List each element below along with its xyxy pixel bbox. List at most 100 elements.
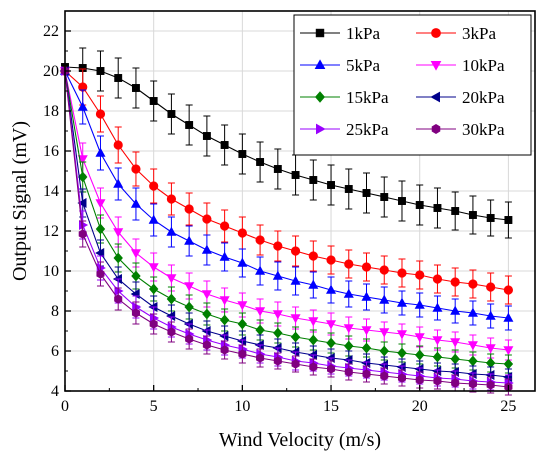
- data-point: [467, 341, 478, 351]
- legend-item: 30kPa: [416, 120, 505, 139]
- legend-item: 1kPa: [300, 24, 380, 43]
- data-point: [326, 255, 336, 265]
- data-point: [237, 228, 247, 238]
- legend-label: 1kPa: [346, 24, 380, 43]
- y-tick-label: 16: [43, 143, 59, 160]
- data-point: [451, 207, 460, 215]
- data-point: [113, 140, 123, 150]
- legend-label: 5kPa: [346, 56, 380, 75]
- data-point: [148, 263, 159, 273]
- data-point: [290, 275, 301, 285]
- data-point: [149, 97, 158, 105]
- data-point: [96, 269, 105, 279]
- data-point: [344, 185, 353, 193]
- data-point: [256, 158, 265, 166]
- data-point: [397, 373, 407, 383]
- data-point: [309, 176, 318, 184]
- data-point: [396, 330, 408, 340]
- data-point: [414, 363, 424, 375]
- data-point: [415, 270, 425, 280]
- data-point: [220, 141, 229, 149]
- data-point: [202, 340, 211, 350]
- data-point: [380, 193, 389, 201]
- data-point: [415, 201, 424, 209]
- data-point: [486, 282, 496, 292]
- legend-item: 3kPa: [416, 24, 496, 43]
- data-point: [379, 345, 389, 357]
- data-point: [131, 164, 141, 174]
- data-point: [450, 338, 461, 348]
- data-point: [184, 204, 194, 214]
- data-point: [485, 344, 496, 354]
- data-point: [344, 259, 354, 269]
- data-point: [343, 288, 354, 298]
- data-point: [467, 307, 478, 317]
- data-point: [237, 301, 248, 311]
- data-point: [468, 211, 477, 219]
- data-point: [450, 277, 460, 287]
- x-axis-title: Wind Velocity (m/s): [219, 429, 381, 451]
- data-point: [77, 155, 88, 165]
- data-point: [396, 297, 408, 307]
- data-point: [113, 178, 124, 188]
- data-point: [450, 305, 461, 315]
- data-point: [308, 317, 319, 327]
- data-point: [397, 268, 407, 278]
- data-point: [396, 361, 406, 373]
- data-point: [486, 214, 495, 222]
- data-point: [95, 109, 106, 119]
- data-point: [255, 235, 265, 245]
- data-point: [77, 101, 88, 111]
- data-point: [433, 204, 442, 212]
- data-point: [291, 171, 300, 179]
- data-point: [219, 314, 230, 326]
- data-point: [451, 378, 460, 388]
- x-tick-label: 10: [234, 398, 250, 415]
- data-point: [185, 334, 194, 344]
- legend-marker: [315, 28, 325, 38]
- x-tick-label: 25: [500, 398, 516, 415]
- data-point: [184, 282, 195, 292]
- data-point: [184, 301, 194, 313]
- y-tick-label: 8: [51, 303, 59, 320]
- series-30kPa: [60, 66, 513, 396]
- legend-marker: [314, 59, 326, 69]
- data-point: [326, 337, 336, 349]
- data-point: [326, 320, 337, 330]
- data-point: [397, 347, 407, 359]
- data-point: [130, 198, 141, 208]
- data-point: [77, 197, 87, 209]
- series-3kPa: [60, 66, 513, 305]
- data-point: [114, 74, 123, 82]
- data-point: [344, 367, 353, 377]
- data-point: [131, 308, 140, 318]
- data-point: [201, 325, 211, 337]
- data-point: [219, 296, 230, 306]
- data-point: [379, 294, 390, 304]
- data-point: [449, 366, 459, 378]
- data-point: [149, 319, 158, 329]
- data-point: [201, 290, 212, 300]
- data-point: [96, 67, 105, 75]
- data-point: [362, 369, 371, 379]
- legend-marker: [430, 91, 440, 103]
- data-point: [327, 364, 336, 374]
- series-layer: [59, 47, 514, 396]
- data-point: [432, 336, 443, 346]
- data-point: [308, 334, 318, 346]
- data-point: [415, 375, 424, 385]
- data-point: [220, 345, 229, 355]
- data-point: [95, 223, 106, 235]
- plot-frame: [64, 10, 536, 392]
- y-tick-label: 6: [51, 343, 59, 360]
- legend-item: 15kPa: [300, 88, 389, 107]
- data-point: [130, 249, 141, 259]
- data-point: [486, 380, 495, 390]
- data-point: [272, 310, 283, 320]
- x-tick-label: 5: [150, 398, 158, 415]
- data-point: [273, 356, 282, 366]
- data-point: [326, 284, 337, 294]
- data-point: [290, 246, 301, 256]
- data-point: [361, 326, 372, 336]
